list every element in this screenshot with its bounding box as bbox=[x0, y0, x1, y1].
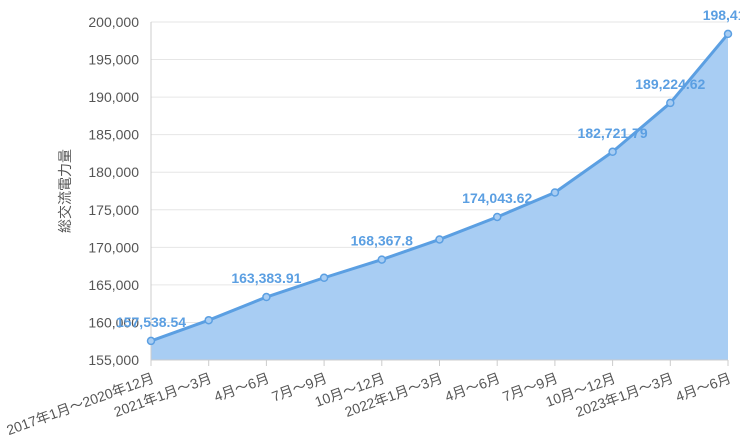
data-label: 182,721.79 bbox=[578, 125, 648, 141]
x-tick-label: 4月〜6月 bbox=[673, 370, 733, 405]
data-point bbox=[377, 255, 387, 264]
y-tick-label: 155,000 bbox=[88, 352, 139, 368]
data-point bbox=[550, 188, 560, 197]
y-tick-label: 190,000 bbox=[88, 89, 139, 105]
area-fill-layer bbox=[151, 33, 728, 360]
y-tick-label: 180,000 bbox=[88, 164, 139, 180]
y-tick-label: 200,000 bbox=[88, 14, 139, 30]
data-point bbox=[319, 273, 329, 283]
data-point bbox=[146, 336, 156, 346]
data-label: 168,367.8 bbox=[351, 233, 413, 249]
data-point bbox=[608, 147, 617, 157]
data-label: 163,383.91 bbox=[231, 270, 301, 286]
data-point bbox=[204, 315, 213, 325]
data-labels: 157,538.54 163,383.91 168,367.8 174,043.62 1… bbox=[116, 7, 740, 330]
x-tick-label: 4月〜6月 bbox=[212, 370, 272, 405]
axes bbox=[150, 22, 729, 366]
data-point bbox=[492, 212, 502, 222]
data-point bbox=[723, 29, 733, 39]
y-tick-label: 195,000 bbox=[88, 52, 139, 68]
y-tick-labels: 155,000 160,000 165,000 170,000 175,000 180,0… bbox=[88, 14, 139, 368]
points-layer bbox=[146, 29, 733, 346]
x-tick-labels: 2017年1月〜2020年12月2021年1月〜3月4月〜6月7月〜9月10月〜… bbox=[4, 370, 733, 438]
y-axis-label: 総交流電力量 bbox=[57, 149, 74, 233]
data-label: 189,224.62 bbox=[635, 76, 705, 92]
x-tick-label: 4月〜6月 bbox=[443, 370, 503, 405]
data-label: 198,415 bbox=[703, 7, 740, 23]
y-tick-label: 185,000 bbox=[88, 127, 139, 143]
y-tick-label: 165,000 bbox=[88, 277, 139, 293]
y-tick-label: 175,000 bbox=[88, 202, 139, 218]
y-tick-label: 170,000 bbox=[88, 239, 139, 255]
y-tick-label: 160,000 bbox=[88, 314, 139, 330]
data-point bbox=[262, 292, 271, 302]
data-point bbox=[666, 98, 675, 108]
series-area bbox=[151, 33, 728, 360]
data-point bbox=[435, 235, 444, 244]
data-label: 157,538.54 bbox=[116, 314, 186, 330]
data-label: 174,043.62 bbox=[462, 190, 532, 206]
